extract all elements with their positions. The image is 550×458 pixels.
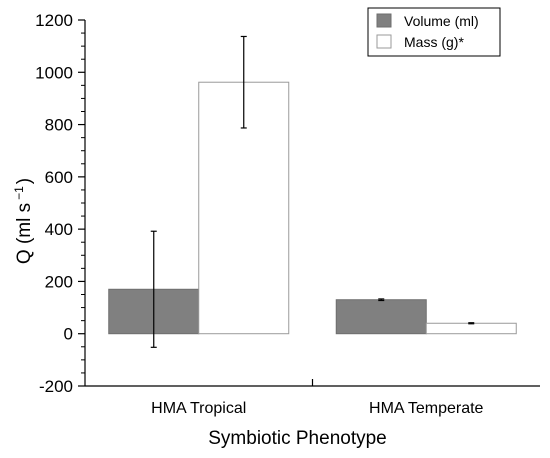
plot-area: [108, 35, 517, 348]
legend: Volume (ml) Mass (g)*: [367, 7, 501, 57]
y-axis-title-main: Q (ml s: [14, 203, 35, 264]
y-tick-label: -200: [39, 377, 73, 396]
y-axis-title-close: ): [14, 178, 35, 184]
bar: [425, 322, 517, 335]
y-tick-label: 800: [45, 116, 73, 135]
y-tick-label: 0: [64, 325, 73, 344]
legend-label-mass: Mass (g)*: [404, 34, 464, 50]
bar: [335, 299, 427, 335]
y-tick-label: 600: [45, 168, 73, 187]
legend-label-volume: Volume (ml): [404, 13, 479, 29]
legend-swatch-mass: [376, 34, 392, 49]
y-tick-label: 200: [45, 272, 73, 291]
legend-swatch-volume: [376, 13, 392, 28]
y-tick-label: 400: [45, 220, 73, 239]
y-axis-title-exponent: −1: [12, 186, 26, 200]
y-axis-ticks: -200 0 200 400 600 800 1000 1200: [35, 11, 85, 396]
x-axis-ticks: HMA Tropical HMA Temperate: [151, 379, 484, 417]
x-tick-label: HMA Temperate: [369, 400, 484, 417]
x-axis-title: Symbiotic Phenotype: [208, 428, 387, 449]
y-tick-label: 1200: [35, 11, 73, 30]
y-tick-label: 1000: [35, 63, 73, 82]
x-tick-label: HMA Tropical: [151, 400, 246, 417]
y-axis-title: Q (ml s −1): [12, 178, 35, 264]
